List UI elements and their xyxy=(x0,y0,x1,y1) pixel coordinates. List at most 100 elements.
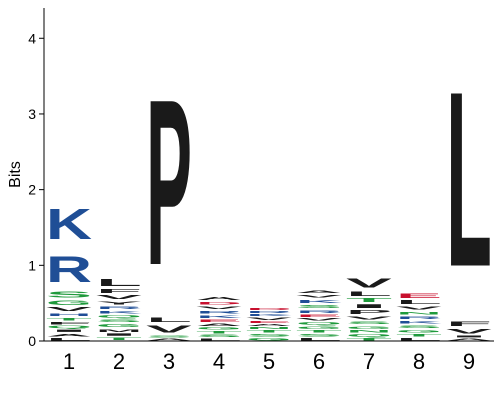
logo-letter-i: I xyxy=(346,303,392,309)
logo-letter-t: T xyxy=(346,297,393,303)
logo-letter-k: K xyxy=(196,314,243,319)
logo-letter-a: A xyxy=(296,290,342,295)
logo-letter-t: T xyxy=(296,330,342,334)
logo-letter-p: P xyxy=(346,309,392,315)
logo-letter-i: I xyxy=(46,329,92,333)
logo-letter-l: L xyxy=(146,316,192,323)
logo-letter-t: T xyxy=(246,330,292,334)
logo-letter-l: L xyxy=(196,338,242,341)
logo-letter-k: K xyxy=(46,199,92,249)
logo-letter-v: V xyxy=(346,276,392,290)
logo-letter-t: T xyxy=(46,317,92,321)
logo-letter-v: V xyxy=(296,294,343,299)
logo-letter-g: G xyxy=(96,323,142,328)
logo-letter-l: L xyxy=(446,41,492,320)
logo-letter-r: R xyxy=(196,310,242,315)
logo-letter-v: V xyxy=(346,315,393,320)
logo-letter-s: S xyxy=(296,304,342,309)
y-tick-label: 2 xyxy=(28,182,36,198)
logo-letter-p: P xyxy=(146,49,192,314)
y-tick-label: 1 xyxy=(28,257,36,273)
logo-letter-l: L xyxy=(396,299,442,305)
logo-letter-s: S xyxy=(46,290,92,299)
logo-letter-g: G xyxy=(246,337,292,341)
logo-letter-r: R xyxy=(46,249,92,290)
position-label: 6 xyxy=(313,349,325,374)
logo-letter-a: A xyxy=(246,324,292,327)
y-tick-label: 4 xyxy=(28,30,36,46)
logo-letter-t: T xyxy=(196,330,242,334)
logo-letter-q: Q xyxy=(346,333,392,337)
logo-letter-l: L xyxy=(96,277,142,288)
x-axis-position-labels: 1 2 3 4 5 6 7 8 9 xyxy=(63,349,475,374)
position-label: 1 xyxy=(63,349,75,374)
logo-letter-r: R xyxy=(296,309,342,314)
position-label: 9 xyxy=(463,349,475,374)
logo-letter-a: A xyxy=(146,338,192,341)
logo-letter-a: A xyxy=(196,296,242,301)
logo-letter-d: D xyxy=(196,301,242,306)
logo-letter-r: R xyxy=(96,305,142,310)
logo-letter-v: V xyxy=(246,317,293,321)
logo-letter-a: A xyxy=(196,323,242,327)
logo-letter-s: S xyxy=(246,333,292,337)
logo-letter-k: K xyxy=(246,314,293,317)
logo-letter-d: D xyxy=(246,308,292,311)
logo-letter-q: Q xyxy=(96,314,142,318)
logo-letter-v: V xyxy=(296,318,343,322)
position-label: 2 xyxy=(113,349,125,374)
logo-letter-v: V xyxy=(396,306,443,311)
logo-letter-r: R xyxy=(396,315,442,320)
logo-letter-s: S xyxy=(196,334,242,338)
logo-letter-k: K xyxy=(96,310,143,315)
logo-plot-area: LAIQFTHVGSRKTIMGSQKRYVFLASVLPLSTGAEKRVDA… xyxy=(46,41,492,341)
logo-letter-s: S xyxy=(96,318,142,322)
logo-letter-v: V xyxy=(96,294,143,300)
logo-letter-s: S xyxy=(346,321,392,325)
logo-letter-v: V xyxy=(146,324,192,335)
y-axis-title: Bits xyxy=(7,161,24,188)
logo-letter-n: N xyxy=(396,311,442,316)
logo-letter-e: E xyxy=(246,321,292,324)
logo-letter-k: K xyxy=(296,299,343,304)
logo-letter-l: L xyxy=(296,337,342,341)
y-tick-label: 0 xyxy=(28,333,36,349)
logo-letter-g: G xyxy=(296,325,342,330)
logo-letter-t: T xyxy=(396,333,442,337)
logo-letter-f: F xyxy=(96,288,142,294)
logo-letter-n: N xyxy=(346,330,392,334)
y-axis-ticks: 0 1 2 3 4 xyxy=(28,30,44,349)
logo-letter-s: S xyxy=(296,333,342,337)
logo-letter-s: S xyxy=(146,335,192,338)
logo-letter-a: A xyxy=(446,338,492,341)
logo-letter-y: Y xyxy=(96,300,142,305)
logo-letter-q: Q xyxy=(296,321,342,325)
logo-letter-n: N xyxy=(246,327,292,330)
logo-letter-e: E xyxy=(396,292,442,299)
position-label: 7 xyxy=(363,349,375,374)
logo-letter-h: H xyxy=(46,312,92,317)
logo-letter-e: E xyxy=(296,314,342,318)
axes: Bits xyxy=(7,8,494,342)
logo-letter-g: G xyxy=(396,329,442,334)
logo-letter-t: T xyxy=(96,337,142,341)
logo-letter-s: S xyxy=(396,324,442,328)
logo-letter-f: F xyxy=(446,321,492,328)
logo-letter-v: V xyxy=(46,306,93,312)
logo-letter-t: T xyxy=(346,337,392,341)
position-label: 5 xyxy=(263,349,275,374)
logo-letter-l: L xyxy=(46,337,92,341)
logo-letter-i: I xyxy=(96,333,142,337)
logo-letter-v: V xyxy=(446,328,492,335)
logo-letter-k: K xyxy=(396,320,443,325)
logo-letter-r: R xyxy=(246,311,292,314)
logo-letter-e: E xyxy=(196,319,242,323)
logo-letter-l: L xyxy=(346,290,392,297)
logo-letter-l: L xyxy=(396,337,442,341)
logo-letter-g: G xyxy=(346,325,392,330)
logo-letter-m: M xyxy=(96,328,142,332)
logo-letter-i: I xyxy=(446,335,492,338)
position-label: 8 xyxy=(413,349,425,374)
logo-letter-v: V xyxy=(196,305,243,310)
